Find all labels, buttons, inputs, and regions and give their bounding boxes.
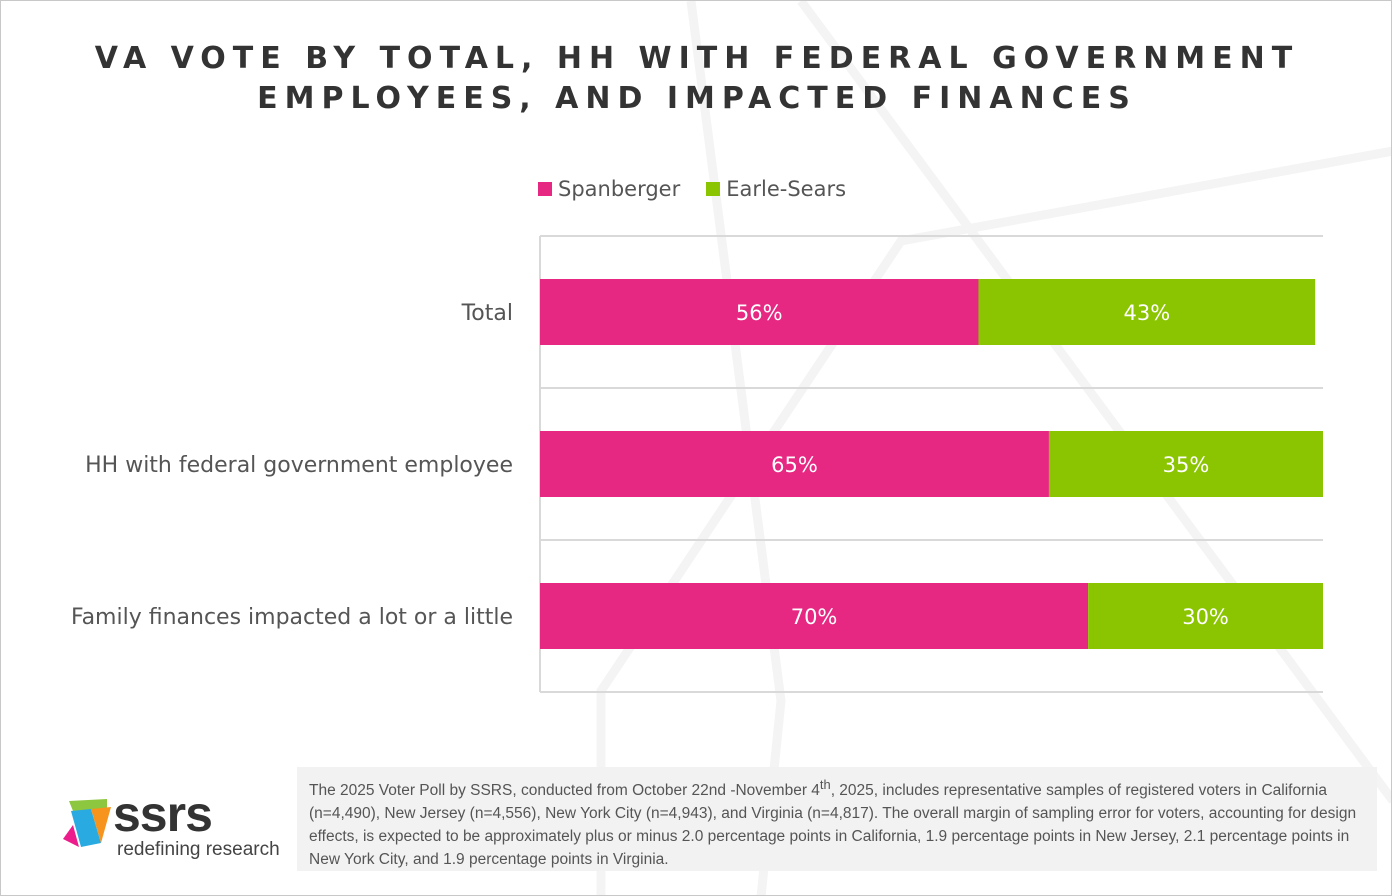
- bar-earle-sears: [1088, 583, 1323, 649]
- bar-earle-sears: [1048, 431, 1323, 497]
- legend: Spanberger Earle-Sears: [538, 177, 846, 201]
- footnote-text-1: The 2025 Voter Poll by SSRS, conducted f…: [309, 782, 820, 800]
- chart-title: VA VOTE BY TOTAL, HH WITH FEDERAL GOVERN…: [1, 39, 1391, 119]
- category-label: HH with federal government employee: [85, 453, 513, 478]
- data-label: 70%: [791, 605, 838, 629]
- chart-title-line-2: EMPLOYEES, AND IMPACTED FINANCES: [257, 81, 1137, 116]
- data-label: 56%: [736, 301, 783, 325]
- bar-spanberger: [540, 279, 979, 345]
- data-label: 43%: [1123, 301, 1170, 325]
- bar-earle-sears: [978, 279, 1316, 345]
- legend-label-earle-sears: Earle-Sears: [726, 177, 847, 201]
- bar-spanberger: [540, 431, 1049, 497]
- footnote-sup: th: [819, 777, 831, 792]
- category-label: Total: [461, 301, 513, 326]
- logo-tagline: redefining research: [117, 839, 280, 860]
- data-label: 65%: [771, 453, 818, 477]
- ssrs-logo: ssrs redefining research: [61, 786, 291, 871]
- methodology-footnote: The 2025 Voter Poll by SSRS, conducted f…: [297, 767, 1377, 871]
- logo-wordmark: ssrs: [113, 786, 213, 842]
- category-label: Family finances impacted a lot or a litt…: [71, 605, 513, 630]
- legend-swatch-earle-sears: [706, 182, 721, 196]
- legend-swatch-spanberger: [538, 182, 552, 196]
- chart-title-line-1: VA VOTE BY TOTAL, HH WITH FEDERAL GOVERN…: [94, 41, 1300, 76]
- legend-item-earle-sears: Earle-Sears: [706, 177, 846, 201]
- data-label: 35%: [1163, 453, 1210, 477]
- logo-mark-icon: [63, 799, 111, 847]
- legend-item-spanberger: Spanberger: [538, 177, 680, 201]
- footnote-text-2: , 2025, includes representative samples …: [309, 782, 1357, 869]
- data-label: 30%: [1182, 605, 1229, 629]
- bar-spanberger: [540, 583, 1089, 649]
- legend-label-spanberger: Spanberger: [558, 177, 681, 201]
